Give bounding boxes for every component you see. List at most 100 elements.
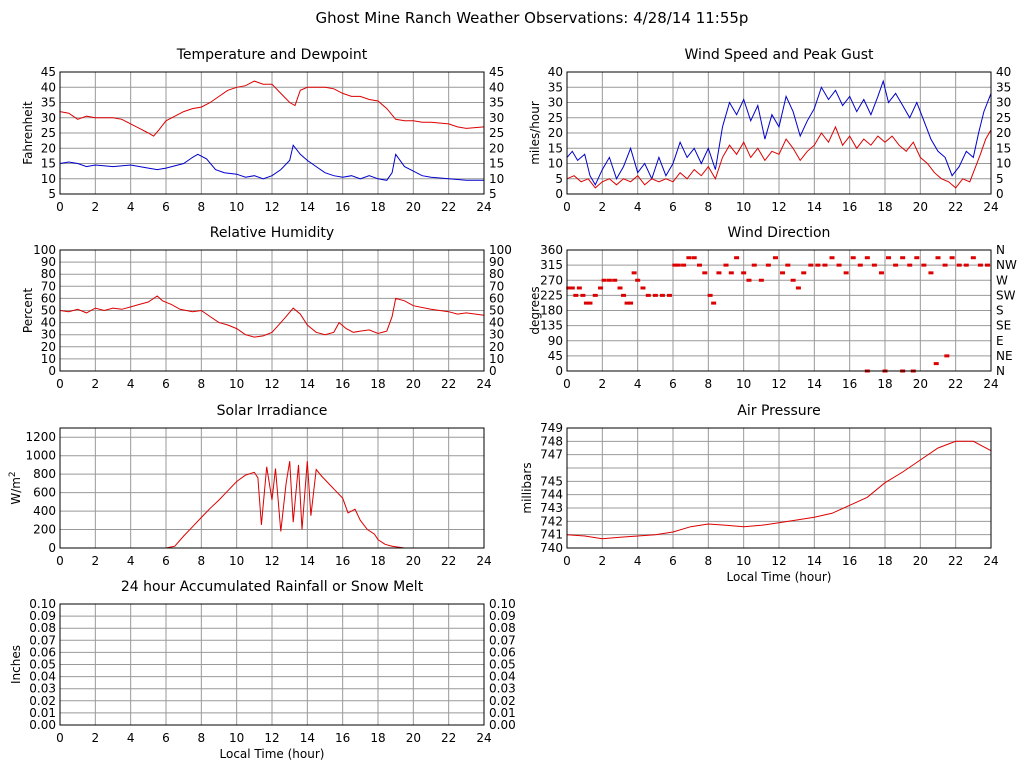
right-tick-label: 80 xyxy=(489,267,504,281)
plot-frame xyxy=(59,249,485,372)
y-tick-label: 742 xyxy=(540,514,563,528)
x-tick-label: 10 xyxy=(736,554,751,568)
x-tick-label: 14 xyxy=(807,554,822,568)
x-tick-label: 12 xyxy=(771,200,786,214)
x-tick-label: 0 xyxy=(563,554,571,568)
right-tick-label: 35 xyxy=(489,96,504,110)
x-tick-label: 24 xyxy=(983,377,998,391)
data-point xyxy=(659,293,665,297)
x-tick-label: 10 xyxy=(229,554,244,568)
plot-frame xyxy=(59,427,485,549)
right-tick-label: 5 xyxy=(489,187,497,201)
x-tick-label: 20 xyxy=(406,731,421,745)
right-tick-label: 0.06 xyxy=(489,645,516,659)
right-tick-label: 70 xyxy=(489,279,504,293)
x-tick-label: 20 xyxy=(913,554,928,568)
x-tick-label: 4 xyxy=(634,377,642,391)
x-tick-label: 4 xyxy=(127,554,135,568)
y-tick-label: 20 xyxy=(41,340,56,354)
x-tick-label: 2 xyxy=(599,554,607,568)
data-point xyxy=(741,271,747,275)
right-tick-label: N xyxy=(996,364,1005,378)
data-point xyxy=(728,271,734,275)
x-tick-label: 24 xyxy=(476,377,491,391)
x-tick-label: 2 xyxy=(92,200,100,214)
right-tick-label: 30 xyxy=(996,96,1011,110)
x-tick-label: 16 xyxy=(335,377,350,391)
y-tick-label: 0.05 xyxy=(29,658,56,672)
data-point xyxy=(822,263,828,267)
x-tick-label: 8 xyxy=(198,377,206,391)
x-tick-label: 22 xyxy=(441,200,456,214)
y-tick-label: 0.02 xyxy=(29,694,56,708)
y-tick-label: 740 xyxy=(540,541,563,555)
data-point xyxy=(645,293,651,297)
data-point xyxy=(573,293,579,297)
y-tick-label: 15 xyxy=(41,157,56,171)
data-point xyxy=(686,256,692,260)
data-point xyxy=(666,293,672,297)
right-tick-label: 0.10 xyxy=(489,597,516,611)
x-tick-label: 14 xyxy=(300,731,315,745)
right-tick-label: 30 xyxy=(489,328,504,342)
y-tick-label: 35 xyxy=(41,96,56,110)
x-tick-label: 2 xyxy=(92,731,100,745)
x-tick-label: 10 xyxy=(736,377,751,391)
y-tick-label: 270 xyxy=(540,273,563,287)
y-tick-label: 741 xyxy=(540,528,563,542)
data-point xyxy=(598,286,604,290)
data-point xyxy=(928,271,934,275)
x-tick-label: 22 xyxy=(948,377,963,391)
y-tick-label: 10 xyxy=(41,352,56,366)
y-tick-label: 748 xyxy=(540,434,563,448)
data-point xyxy=(583,301,589,305)
y-tick-label: 0.09 xyxy=(29,609,56,623)
y-tick-label: 0 xyxy=(48,541,56,555)
x-tick-label: 18 xyxy=(877,554,892,568)
x-tick-label: 6 xyxy=(162,731,170,745)
chart-title: Wind Speed and Peak Gust xyxy=(685,47,874,63)
x-tick-label: 22 xyxy=(441,377,456,391)
y-axis-label: Inches xyxy=(9,645,23,684)
y-tick-label: 0.01 xyxy=(29,706,56,720)
chart-rain: 24 hour Accumulated Rainfall or Snow Mel… xyxy=(9,579,516,761)
right-tick-label: 0.08 xyxy=(489,621,516,635)
x-tick-label: 24 xyxy=(476,200,491,214)
x-tick-label: 14 xyxy=(300,554,315,568)
y-tick-label: 45 xyxy=(41,65,56,79)
x-tick-label: 12 xyxy=(771,554,786,568)
y-tick-label: 0.08 xyxy=(29,621,56,635)
x-tick-label: 4 xyxy=(127,377,135,391)
x-tick-label: 16 xyxy=(335,200,350,214)
y-axis-label: Percent xyxy=(21,288,35,333)
right-tick-label: 100 xyxy=(489,243,512,257)
x-tick-label: 12 xyxy=(264,731,279,745)
y-tick-label: 800 xyxy=(33,467,56,481)
y-tick-label: 25 xyxy=(548,111,563,125)
y-tick-label: 225 xyxy=(540,288,563,302)
x-tick-label: 6 xyxy=(162,377,170,391)
x-tick-label: 24 xyxy=(476,731,491,745)
y-tick-label: 0.00 xyxy=(29,718,56,732)
y-axis-label: degrees xyxy=(528,286,542,334)
right-tick-label: 0.03 xyxy=(489,682,516,696)
data-point xyxy=(843,271,849,275)
y-tick-label: 15 xyxy=(548,141,563,155)
right-tick-label: 45 xyxy=(489,65,504,79)
x-tick-label: 8 xyxy=(705,554,713,568)
x-tick-label: 6 xyxy=(162,554,170,568)
x-tick-label: 10 xyxy=(229,731,244,745)
x-tick-label: 10 xyxy=(229,200,244,214)
data-point xyxy=(785,263,791,267)
plot-frame xyxy=(566,71,992,195)
x-tick-label: 14 xyxy=(300,200,315,214)
data-point xyxy=(612,278,618,282)
x-tick-label: 0 xyxy=(56,731,64,745)
data-point xyxy=(815,263,821,267)
x-tick-label: 18 xyxy=(370,731,385,745)
y-tick-label: 0.03 xyxy=(29,682,56,696)
data-point xyxy=(707,293,713,297)
y-axis-label-superscript: 2 xyxy=(8,471,18,477)
